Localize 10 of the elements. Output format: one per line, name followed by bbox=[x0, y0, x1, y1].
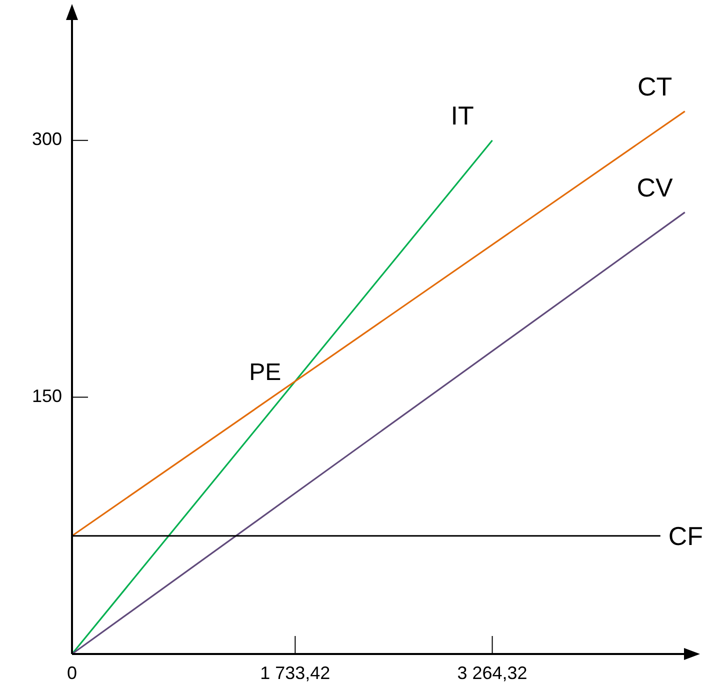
annotation: PE bbox=[249, 358, 282, 386]
series-label: IT bbox=[450, 100, 474, 130]
series-label: CV bbox=[636, 172, 674, 202]
x-tick-label: 1 733,42 bbox=[260, 663, 330, 683]
y-tick-label: 150 bbox=[32, 386, 62, 406]
series-label: CF bbox=[668, 520, 704, 551]
x-tick-label: 0 bbox=[66, 663, 78, 683]
y-tick-label: 300 bbox=[32, 129, 62, 150]
series-label: CT bbox=[638, 71, 672, 102]
x-tick-label: 3 264,32 bbox=[457, 663, 528, 683]
